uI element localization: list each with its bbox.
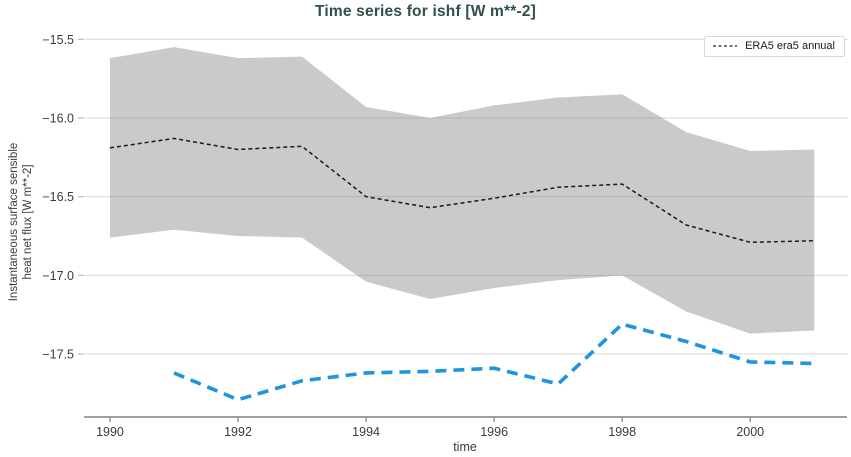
y-axis-title: Instantaneous surface sensible heat net … xyxy=(7,143,35,302)
y-tick-label: −17.5 xyxy=(42,348,74,362)
y-tick-label: −16.5 xyxy=(42,190,74,204)
x-tick-label: 1994 xyxy=(352,425,380,439)
legend-dashed-line-icon xyxy=(713,45,738,47)
era5-annual-line xyxy=(109,137,815,244)
x-tick-label: 1992 xyxy=(224,425,252,439)
y-tick-label: −17.0 xyxy=(42,269,74,283)
legend[interactable]: ERA5 era5 annual xyxy=(704,36,845,57)
y-axis-title-line2: heat net flux [W m**-2] xyxy=(22,164,34,280)
x-tick-label: 2000 xyxy=(736,425,764,439)
x-tick-label: 1996 xyxy=(480,425,508,439)
y-axis-title-line1: Instantaneous surface sensible xyxy=(8,142,20,302)
x-axis-title: time xyxy=(453,440,477,454)
uncertainty-band xyxy=(109,47,815,334)
y-tick-label: −15.5 xyxy=(42,33,74,47)
x-tick-label: 1990 xyxy=(96,425,124,439)
chart-title: Time series for ishf [W m**-2] xyxy=(314,3,537,20)
x-tick-label: 1998 xyxy=(608,425,636,439)
legend-label: ERA5 era5 annual xyxy=(745,40,835,52)
y-tick-label: −16.0 xyxy=(42,111,74,125)
blue-dashed-line xyxy=(173,322,815,402)
